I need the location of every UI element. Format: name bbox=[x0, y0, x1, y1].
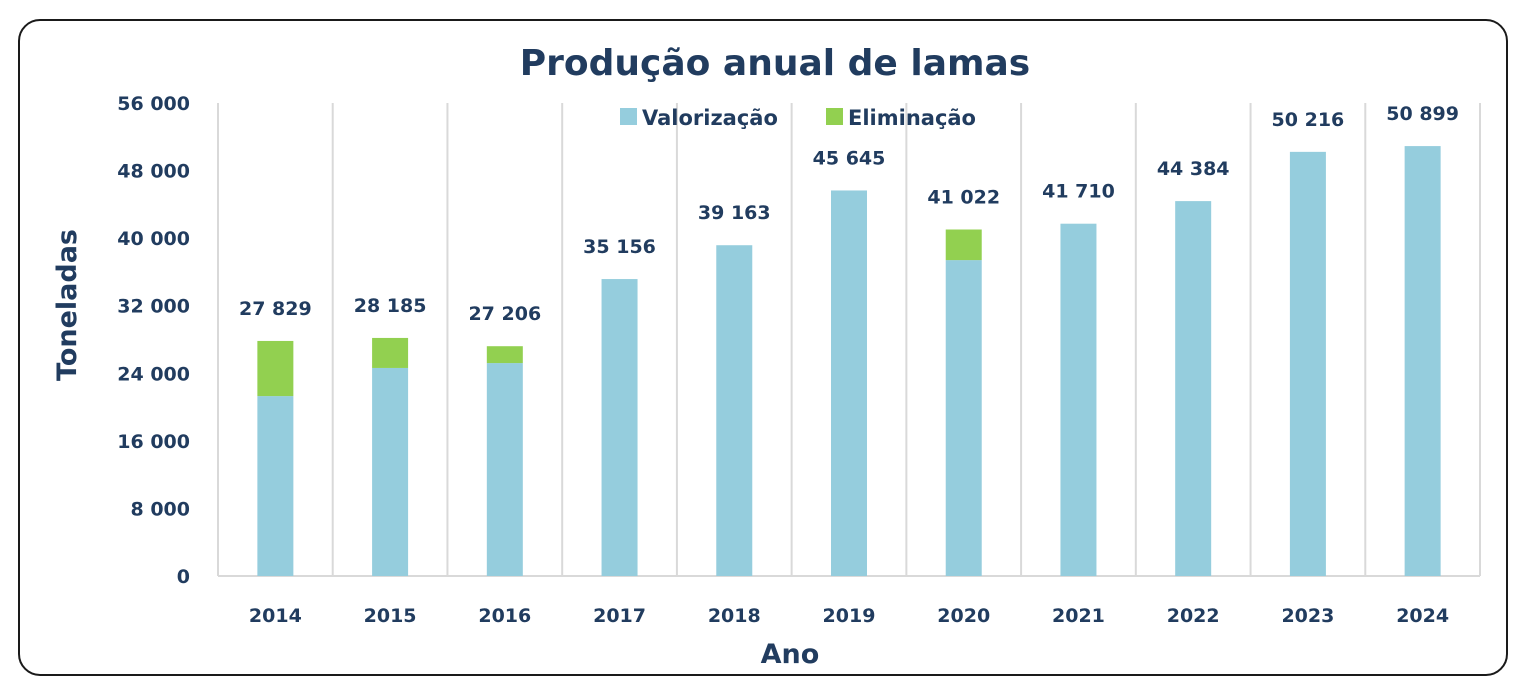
bar-valorizacao bbox=[601, 279, 638, 576]
data-label: 28 185 bbox=[354, 295, 427, 317]
data-label: 27 829 bbox=[239, 298, 312, 320]
bars bbox=[257, 146, 1441, 577]
x-tick-label: 2024 bbox=[1396, 605, 1449, 627]
x-tick-label: 2023 bbox=[1281, 605, 1334, 627]
data-label: 35 156 bbox=[583, 236, 656, 258]
x-tick-label: 2020 bbox=[937, 605, 990, 627]
data-label: 41 710 bbox=[1042, 181, 1115, 203]
bar-eliminacao bbox=[257, 340, 294, 397]
x-axis-ticks: 2014 2015 2016 2017 2018 2019 2020 2021 2022 2023… bbox=[249, 605, 1449, 627]
grid-lines bbox=[217, 103, 1481, 577]
y-tick-label: 40 000 bbox=[117, 228, 190, 250]
bar-eliminacao bbox=[486, 346, 523, 364]
legend: Valorização Eliminação bbox=[620, 106, 976, 130]
x-tick-label: 2022 bbox=[1167, 605, 1220, 627]
bar-valorizacao bbox=[257, 396, 294, 576]
y-tick-label: 48 000 bbox=[117, 161, 190, 183]
y-tick-label: 24 000 bbox=[117, 363, 190, 385]
x-tick-label: 2019 bbox=[823, 605, 876, 627]
data-label: 45 645 bbox=[813, 147, 886, 169]
y-tick-label: 8 000 bbox=[131, 498, 191, 520]
data-label: 39 163 bbox=[698, 202, 771, 224]
bar-valorizacao bbox=[1289, 151, 1326, 577]
bar-valorizacao bbox=[486, 363, 523, 576]
bar-valorizacao bbox=[831, 190, 867, 576]
y-axis-title: Toneladas bbox=[52, 229, 83, 381]
bar-valorizacao bbox=[945, 260, 982, 576]
data-label: 50 899 bbox=[1386, 103, 1459, 125]
bar-valorizacao bbox=[1404, 146, 1441, 576]
y-axis-ticks: 0 8 000 16 000 24 000 32 000 40 000 48 000 56 0… bbox=[117, 93, 190, 588]
bar-eliminacao bbox=[372, 337, 409, 368]
data-label: 41 022 bbox=[927, 187, 1000, 209]
data-label: 50 216 bbox=[1272, 109, 1345, 131]
x-tick-label: 2016 bbox=[478, 605, 531, 627]
x-tick-label: 2015 bbox=[364, 605, 417, 627]
bar-valorizacao bbox=[1175, 201, 1212, 576]
x-tick-label: 2021 bbox=[1052, 605, 1105, 627]
x-axis-title: Ano bbox=[761, 639, 820, 670]
chart-title: Produção anual de lamas bbox=[520, 43, 1030, 84]
legend-label: Valorização bbox=[642, 106, 778, 130]
legend-swatch bbox=[826, 108, 843, 125]
data-label: 44 384 bbox=[1157, 158, 1230, 180]
legend-label: Eliminação bbox=[848, 106, 976, 130]
data-label: 27 206 bbox=[468, 303, 541, 325]
x-tick-label: 2017 bbox=[593, 605, 646, 627]
x-tick-label: 2014 bbox=[249, 605, 302, 627]
y-tick-label: 56 000 bbox=[117, 93, 190, 115]
y-tick-label: 16 000 bbox=[117, 431, 190, 453]
x-tick-label: 2018 bbox=[708, 605, 761, 627]
data-labels: 27 829 28 185 27 206 35 156 39 163 45 645 41 0… bbox=[239, 103, 1459, 325]
y-tick-label: 32 000 bbox=[117, 296, 190, 318]
bar-valorizacao bbox=[716, 245, 753, 576]
legend-swatch bbox=[620, 108, 637, 125]
bar-valorizacao bbox=[372, 367, 409, 576]
bar-eliminacao bbox=[945, 229, 982, 261]
y-tick-label: 0 bbox=[177, 566, 190, 588]
bar-valorizacao bbox=[1060, 223, 1097, 576]
